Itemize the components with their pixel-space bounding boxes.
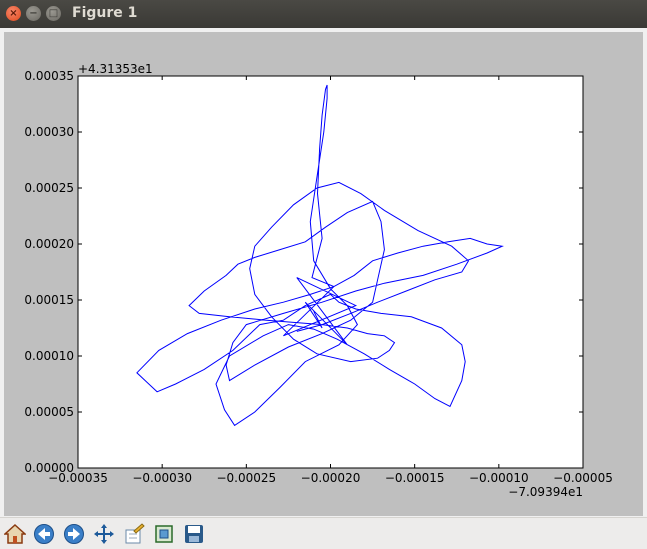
y-tick-label: 0.00025 bbox=[24, 181, 74, 195]
window-titlebar: × − □ Figure 1 bbox=[0, 0, 647, 28]
x-tick-label: −0.00010 bbox=[469, 471, 529, 485]
y-tick-label: 0.00020 bbox=[24, 237, 74, 251]
figure-canvas[interactable]: −0.00035 −0.00030 −0.00025 −0.00020 −0.00015… bbox=[0, 28, 647, 517]
x-tick-label: −0.00005 bbox=[553, 471, 613, 485]
pan-icon[interactable] bbox=[91, 521, 116, 546]
x-tick-label: −0.00030 bbox=[132, 471, 192, 485]
maximize-icon[interactable]: □ bbox=[46, 6, 61, 21]
y-tick-label: 0.00030 bbox=[24, 125, 74, 139]
x-tick-label: −0.00015 bbox=[385, 471, 445, 485]
y-tick-label: 0.00000 bbox=[24, 461, 74, 475]
y-tick-label: 0.00010 bbox=[24, 349, 74, 363]
y-offset-label: +4.31353e1 bbox=[78, 62, 153, 76]
y-tick-label: 0.00005 bbox=[24, 405, 74, 419]
y-tick-label: 0.00035 bbox=[24, 69, 74, 83]
forward-icon[interactable] bbox=[61, 521, 86, 546]
minimize-icon[interactable]: − bbox=[26, 6, 41, 21]
x-tick-label: −0.00020 bbox=[301, 471, 361, 485]
close-icon[interactable]: × bbox=[6, 6, 21, 21]
home-icon[interactable] bbox=[2, 521, 27, 546]
navigation-toolbar bbox=[0, 517, 647, 549]
window-title: Figure 1 bbox=[72, 5, 138, 21]
plot-area bbox=[77, 75, 584, 469]
configure-subplots-icon[interactable] bbox=[121, 521, 146, 546]
x-offset-label: −7.09394e1 bbox=[508, 485, 583, 499]
x-tick-label: −0.00035 bbox=[48, 471, 108, 485]
y-tick-label: 0.00015 bbox=[24, 293, 74, 307]
line-chart[interactable]: −0.00035 −0.00030 −0.00025 −0.00020 −0.00015… bbox=[4, 32, 643, 516]
x-tick-label: −0.00025 bbox=[216, 471, 276, 485]
back-icon[interactable] bbox=[31, 521, 56, 546]
figure-background: −0.00035 −0.00030 −0.00025 −0.00020 −0.00015… bbox=[4, 32, 643, 516]
save-icon[interactable] bbox=[181, 521, 206, 546]
series-line-0 bbox=[136, 84, 504, 427]
zoom-rect-icon[interactable] bbox=[151, 521, 176, 546]
